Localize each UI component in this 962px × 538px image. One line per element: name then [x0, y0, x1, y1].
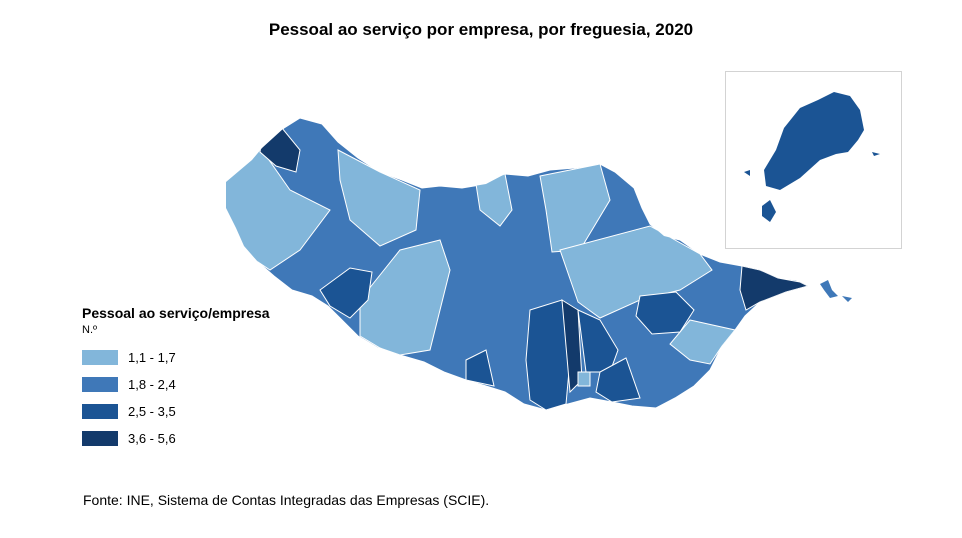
parish-light	[577, 371, 591, 387]
desertas-islet	[820, 280, 838, 298]
legend-swatch	[82, 431, 118, 446]
legend-unit: N.º	[82, 324, 98, 336]
parish-darkest	[739, 265, 808, 311]
legend-item: 1,1 - 1,7	[82, 344, 322, 371]
legend-swatch	[82, 404, 118, 419]
map-title: Pessoal ao serviço por empresa, por freg…	[268, 20, 694, 39]
porto-santo-island	[764, 92, 864, 190]
legend-swatch	[82, 350, 118, 365]
legend-item: 2,5 - 3,5	[82, 398, 322, 425]
legend: Pessoal ao serviço/empresa N.º 1,1 - 1,7…	[82, 305, 322, 452]
parish-medium	[359, 239, 451, 356]
parish-dark	[465, 349, 495, 387]
legend-title: Pessoal ao serviço/empresa	[82, 305, 270, 321]
porto-santo-islet	[744, 170, 750, 176]
porto-santo-islet	[872, 152, 880, 156]
legend-item: 1,8 - 2,4	[82, 371, 322, 398]
porto-santo-islet	[762, 200, 776, 222]
legend-item: 3,6 - 5,6	[82, 425, 322, 452]
legend-swatch	[82, 377, 118, 392]
parish-dark	[319, 267, 373, 319]
parish-dark	[577, 309, 619, 373]
legend-label: 1,1 - 1,7	[128, 350, 176, 365]
legend-label: 3,6 - 5,6	[128, 431, 176, 446]
legend-label: 2,5 - 3,5	[128, 404, 176, 419]
parish-light	[669, 319, 736, 365]
inset-porto-santo	[744, 92, 880, 222]
madeira-island	[225, 117, 810, 411]
legend-label: 1,8 - 2,4	[128, 377, 176, 392]
source-note: Fonte: INE, Sistema de Contas Integradas…	[83, 492, 490, 508]
parish-dark	[635, 291, 695, 335]
inset-frame	[725, 71, 902, 249]
desertas-islet	[842, 296, 852, 302]
parish-light	[337, 149, 421, 247]
parish-dark	[595, 357, 641, 403]
